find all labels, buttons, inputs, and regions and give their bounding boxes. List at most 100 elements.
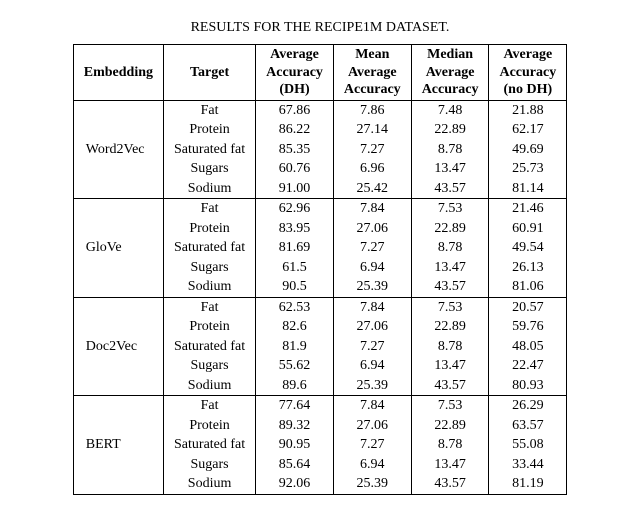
target-cell: Sugars	[164, 258, 256, 278]
table-row: Doc2VecFat62.537.847.5320.57	[73, 297, 566, 317]
target-cell: Saturated fat	[164, 140, 256, 160]
value-cell: 81.69	[256, 238, 334, 258]
col-target: Target	[164, 45, 256, 101]
value-cell: 6.96	[333, 159, 411, 179]
value-cell: 6.94	[333, 356, 411, 376]
value-cell: 43.57	[411, 179, 489, 199]
value-cell: 7.53	[411, 297, 489, 317]
value-cell: 59.76	[489, 317, 567, 337]
value-cell: 25.39	[333, 474, 411, 494]
target-cell: Saturated fat	[164, 435, 256, 455]
value-cell: 7.84	[333, 199, 411, 219]
value-cell: 22.89	[411, 120, 489, 140]
target-cell: Sodium	[164, 277, 256, 297]
value-cell: 91.00	[256, 179, 334, 199]
value-cell: 8.78	[411, 140, 489, 160]
table-caption: RESULTS FOR THE RECIPE1M DATASET.	[20, 20, 620, 36]
value-cell: 90.5	[256, 277, 334, 297]
col-avg-no-dh: AverageAccuracy(no DH)	[489, 45, 567, 101]
value-cell: 62.96	[256, 199, 334, 219]
results-table: Embedding Target AverageAccuracy(DH) Mea…	[73, 44, 567, 495]
value-cell: 55.62	[256, 356, 334, 376]
col-avg-dh: AverageAccuracy(DH)	[256, 45, 334, 101]
value-cell: 80.93	[489, 376, 567, 396]
target-cell: Protein	[164, 219, 256, 239]
value-cell: 25.39	[333, 277, 411, 297]
value-cell: 48.05	[489, 337, 567, 357]
value-cell: 63.57	[489, 416, 567, 436]
value-cell: 85.35	[256, 140, 334, 160]
value-cell: 7.53	[411, 396, 489, 416]
value-cell: 26.13	[489, 258, 567, 278]
value-cell: 13.47	[411, 159, 489, 179]
target-cell: Saturated fat	[164, 337, 256, 357]
value-cell: 27.06	[333, 416, 411, 436]
value-cell: 62.17	[489, 120, 567, 140]
value-cell: 43.57	[411, 474, 489, 494]
table-row: Word2VecFat67.867.867.4821.88	[73, 100, 566, 120]
value-cell: 7.27	[333, 140, 411, 160]
target-cell: Saturated fat	[164, 238, 256, 258]
value-cell: 22.89	[411, 317, 489, 337]
target-cell: Sugars	[164, 159, 256, 179]
table-row: BERTFat77.647.847.5326.29	[73, 396, 566, 416]
target-cell: Protein	[164, 416, 256, 436]
value-cell: 6.94	[333, 455, 411, 475]
value-cell: 60.76	[256, 159, 334, 179]
value-cell: 60.91	[489, 219, 567, 239]
value-cell: 86.22	[256, 120, 334, 140]
target-cell: Protein	[164, 317, 256, 337]
value-cell: 90.95	[256, 435, 334, 455]
value-cell: 25.39	[333, 376, 411, 396]
value-cell: 82.6	[256, 317, 334, 337]
target-cell: Fat	[164, 396, 256, 416]
value-cell: 13.47	[411, 258, 489, 278]
value-cell: 61.5	[256, 258, 334, 278]
value-cell: 22.89	[411, 416, 489, 436]
value-cell: 6.94	[333, 258, 411, 278]
embedding-cell: BERT	[73, 396, 163, 495]
col-median-avg: MedianAverageAccuracy	[411, 45, 489, 101]
value-cell: 21.88	[489, 100, 567, 120]
table-row: GloVeFat62.967.847.5321.46	[73, 199, 566, 219]
embedding-cell: Word2Vec	[73, 100, 163, 199]
target-cell: Sodium	[164, 376, 256, 396]
value-cell: 21.46	[489, 199, 567, 219]
col-mean-avg: MeanAverageAccuracy	[333, 45, 411, 101]
col-embedding: Embedding	[73, 45, 163, 101]
value-cell: 7.27	[333, 435, 411, 455]
value-cell: 7.84	[333, 396, 411, 416]
target-cell: Sugars	[164, 356, 256, 376]
value-cell: 13.47	[411, 356, 489, 376]
value-cell: 67.86	[256, 100, 334, 120]
value-cell: 81.06	[489, 277, 567, 297]
value-cell: 77.64	[256, 396, 334, 416]
target-cell: Fat	[164, 199, 256, 219]
value-cell: 8.78	[411, 337, 489, 357]
value-cell: 7.84	[333, 297, 411, 317]
value-cell: 43.57	[411, 376, 489, 396]
value-cell: 27.06	[333, 219, 411, 239]
value-cell: 81.14	[489, 179, 567, 199]
value-cell: 89.6	[256, 376, 334, 396]
value-cell: 7.27	[333, 337, 411, 357]
target-cell: Sugars	[164, 455, 256, 475]
embedding-cell: GloVe	[73, 199, 163, 298]
value-cell: 89.32	[256, 416, 334, 436]
value-cell: 81.19	[489, 474, 567, 494]
value-cell: 20.57	[489, 297, 567, 317]
value-cell: 7.53	[411, 199, 489, 219]
target-cell: Protein	[164, 120, 256, 140]
value-cell: 13.47	[411, 455, 489, 475]
value-cell: 83.95	[256, 219, 334, 239]
value-cell: 7.48	[411, 100, 489, 120]
value-cell: 27.14	[333, 120, 411, 140]
value-cell: 27.06	[333, 317, 411, 337]
value-cell: 33.44	[489, 455, 567, 475]
value-cell: 62.53	[256, 297, 334, 317]
value-cell: 81.9	[256, 337, 334, 357]
value-cell: 26.29	[489, 396, 567, 416]
value-cell: 49.69	[489, 140, 567, 160]
value-cell: 92.06	[256, 474, 334, 494]
value-cell: 25.42	[333, 179, 411, 199]
